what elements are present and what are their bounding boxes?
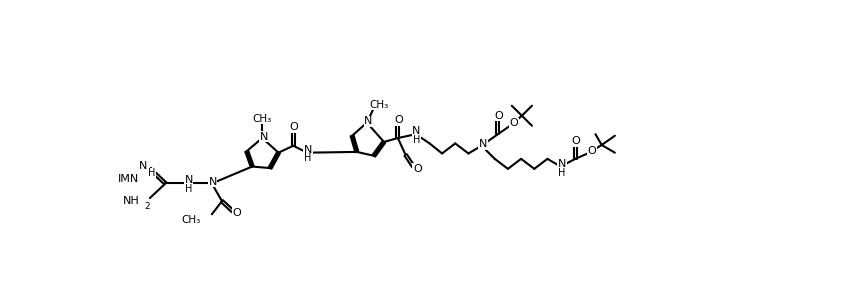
Text: N: N (413, 126, 420, 136)
Text: N: N (260, 132, 268, 141)
Text: CH₃: CH₃ (252, 114, 272, 124)
Text: NH: NH (123, 196, 140, 206)
Text: IMN: IMN (118, 174, 140, 184)
Text: N: N (558, 159, 566, 169)
Text: N: N (138, 161, 147, 171)
Text: O: O (571, 136, 581, 146)
Text: N: N (208, 177, 217, 187)
Text: O: O (587, 146, 596, 156)
Text: O: O (233, 208, 241, 218)
Text: H: H (305, 153, 311, 163)
Text: H: H (148, 168, 155, 178)
Text: CH₃: CH₃ (370, 100, 389, 110)
Text: N: N (184, 176, 193, 185)
Text: N: N (365, 116, 372, 126)
Text: H: H (559, 168, 566, 178)
Text: N: N (304, 145, 312, 155)
Text: N: N (479, 139, 487, 149)
Text: O: O (413, 164, 421, 174)
Text: O: O (510, 119, 518, 128)
Text: CH₃: CH₃ (182, 215, 201, 225)
Text: 2: 2 (144, 202, 149, 211)
Text: O: O (290, 122, 299, 132)
Text: O: O (494, 111, 503, 121)
Text: H: H (185, 184, 192, 194)
Text: H: H (413, 135, 420, 145)
Text: O: O (395, 115, 403, 125)
